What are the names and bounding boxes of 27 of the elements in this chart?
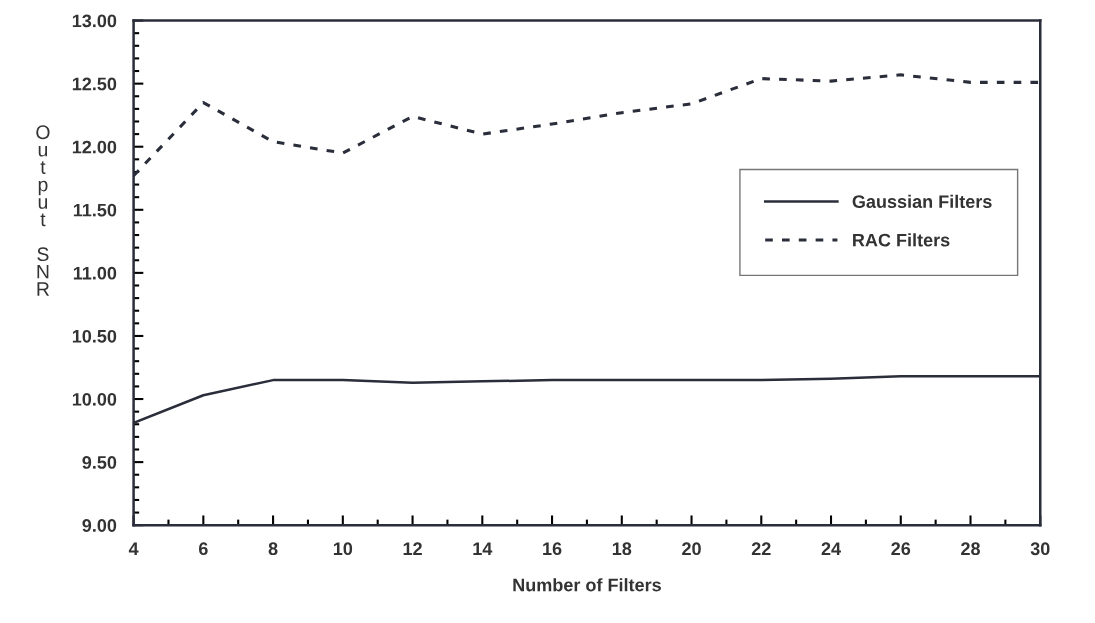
y-tick-label: 12.50 — [72, 77, 117, 91]
y-tick-label: 10.50 — [72, 329, 117, 343]
x-tick-label: 12 — [403, 542, 422, 555]
y-tick-label: 11.00 — [73, 266, 117, 280]
x-tick-label: 14 — [473, 542, 493, 555]
x-tick-label: 24 — [821, 542, 841, 555]
x-tick-label: 8 — [268, 542, 278, 556]
x-tick-label: 26 — [891, 542, 911, 556]
x-tick-label: 20 — [682, 542, 701, 556]
y-tick-label: 11.50 — [73, 203, 117, 217]
x-tick-label: 22 — [751, 542, 771, 555]
x-tick-label: 10 — [333, 542, 353, 556]
x-tick-label: 16 — [543, 542, 562, 556]
x-axis-title: Number of Filters — [513, 578, 661, 592]
y-tick-label: 10.00 — [72, 392, 117, 406]
y-tick-label: 12.00 — [72, 140, 117, 154]
y-tick-label: 13.00 — [72, 14, 117, 28]
text: Output SNR — [36, 125, 50, 296]
x-tick-label: 30 — [1030, 542, 1050, 556]
legend-label: Gaussian Filters — [852, 194, 992, 209]
x-tick-label: 6 — [198, 542, 208, 556]
legend-label: RAC Filters — [853, 233, 950, 247]
y-tick-label: 9.00 — [82, 519, 117, 532]
x-tick-label: 4 — [128, 542, 139, 555]
x-tick-label: 28 — [961, 542, 980, 556]
y-tick-label: 9.50 — [82, 456, 117, 469]
x-tick-label: 18 — [612, 542, 632, 556]
